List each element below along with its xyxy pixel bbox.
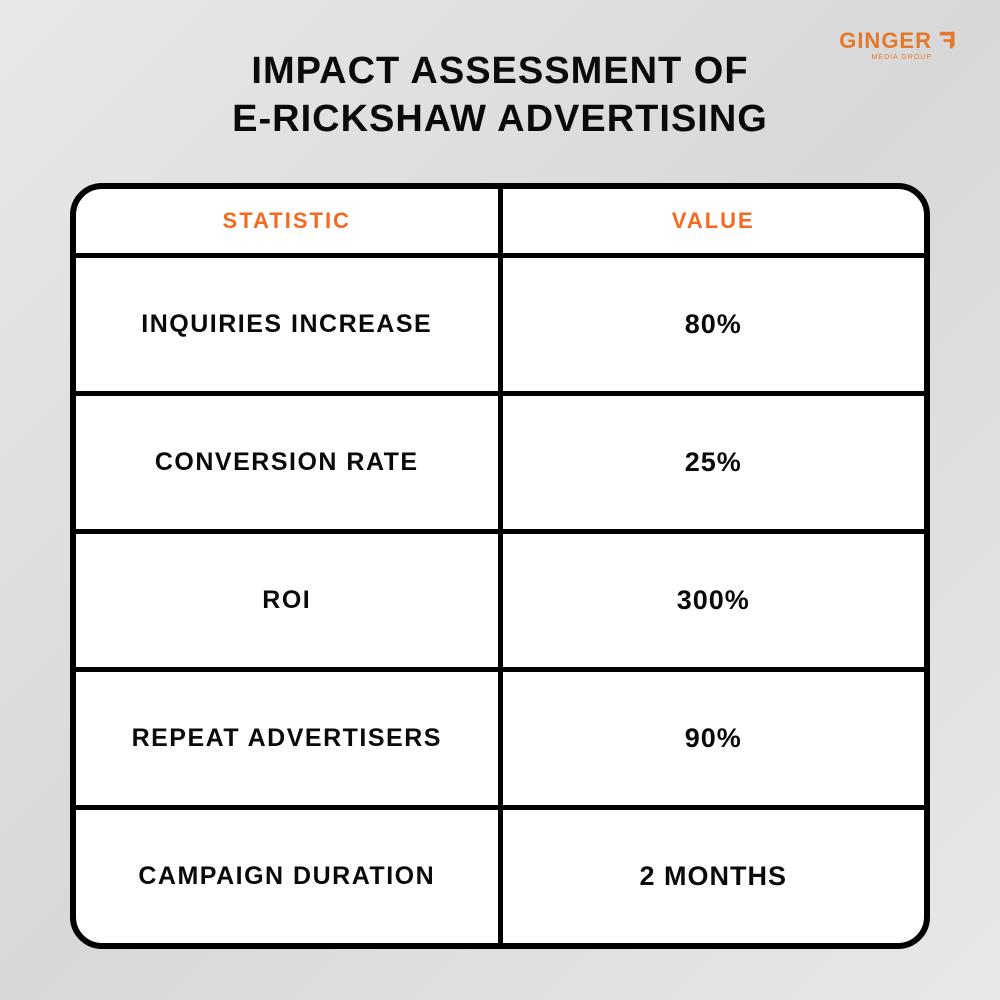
table-row: INQUIRIES INCREASE 80% bbox=[76, 253, 924, 391]
stat-value: 80% bbox=[503, 258, 925, 391]
header-value: VALUE bbox=[503, 189, 925, 253]
stat-value: 25% bbox=[503, 396, 925, 529]
page-title: IMPACT ASSESSMENT OF E-RICKSHAW ADVERTIS… bbox=[0, 0, 1000, 143]
table-row: CAMPAIGN DURATION 2 MONTHS bbox=[76, 805, 924, 943]
header-statistic: STATISTIC bbox=[76, 189, 503, 253]
stat-label: REPEAT ADVERTISERS bbox=[76, 672, 503, 805]
logo-text-wrap: GINGER MEDIA GROUP bbox=[839, 30, 932, 61]
stat-label: CONVERSION RATE bbox=[76, 396, 503, 529]
brand-logo: GINGER MEDIA GROUP bbox=[839, 30, 960, 61]
logo-name: GINGER bbox=[839, 30, 932, 52]
stat-label: ROI bbox=[76, 534, 503, 667]
table-row: REPEAT ADVERTISERS 90% bbox=[76, 667, 924, 805]
stat-value: 2 MONTHS bbox=[503, 810, 925, 943]
logo-subtitle: MEDIA GROUP bbox=[872, 54, 932, 61]
table-row: CONVERSION RATE 25% bbox=[76, 391, 924, 529]
stat-label: INQUIRIES INCREASE bbox=[76, 258, 503, 391]
logo-mark-icon bbox=[938, 30, 960, 52]
table-header-row: STATISTIC VALUE bbox=[76, 189, 924, 253]
title-line-2: E-RICKSHAW ADVERTISING bbox=[0, 96, 1000, 144]
stat-label: CAMPAIGN DURATION bbox=[76, 810, 503, 943]
stat-value: 90% bbox=[503, 672, 925, 805]
table-row: ROI 300% bbox=[76, 529, 924, 667]
stat-value: 300% bbox=[503, 534, 925, 667]
stats-table: STATISTIC VALUE INQUIRIES INCREASE 80% C… bbox=[70, 183, 930, 949]
